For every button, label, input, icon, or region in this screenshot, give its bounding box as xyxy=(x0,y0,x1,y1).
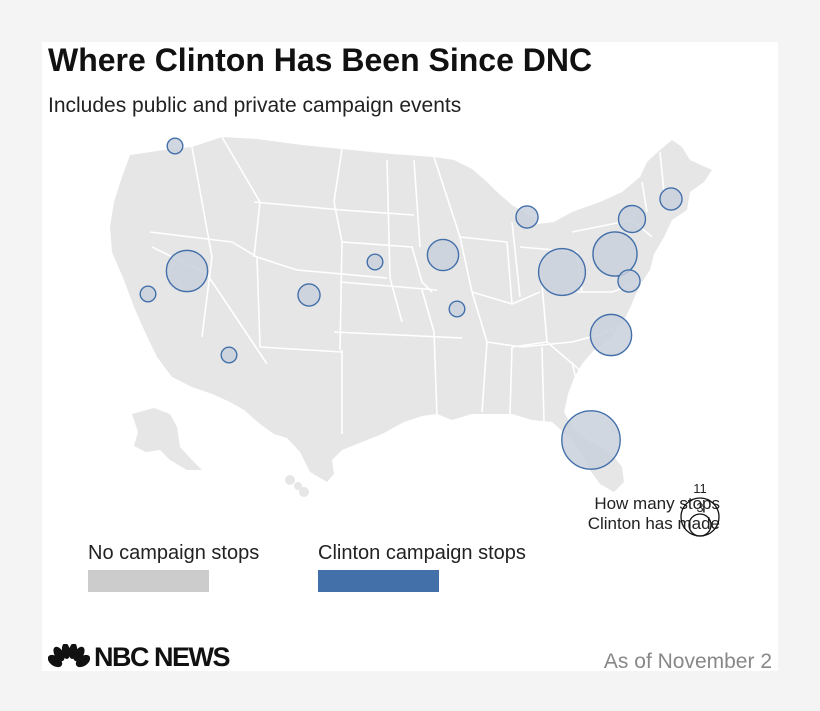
bubble-new-york xyxy=(617,204,647,234)
bubble-pennsylvania xyxy=(592,231,638,277)
peacock-icon xyxy=(48,644,90,670)
state-border-10 xyxy=(386,159,403,323)
state-border-17 xyxy=(413,159,421,248)
state-border-22 xyxy=(506,241,513,305)
state-border-6 xyxy=(253,201,343,211)
hawaii-island-2 xyxy=(299,487,309,497)
bubble-new-hampshire xyxy=(659,187,683,211)
bubble-california xyxy=(139,285,157,303)
bubble-north-carolina xyxy=(589,313,633,357)
size-legend-value-large: 11 xyxy=(693,481,707,496)
state-border-28 xyxy=(546,341,583,373)
bubble-nevada xyxy=(165,249,209,293)
bubble-florida xyxy=(561,410,621,470)
legend-stops-swatch xyxy=(318,570,439,592)
state-border-23 xyxy=(511,221,521,298)
bubble-washington xyxy=(166,137,184,155)
as-of-date: As of November 2 xyxy=(603,650,772,673)
state-border-30 xyxy=(541,346,545,423)
bubble-ohio xyxy=(537,247,587,297)
state-border-19 xyxy=(459,236,508,243)
bubble-virginia xyxy=(617,269,641,293)
bubble-missouri xyxy=(448,300,466,318)
nbc-news-logo: NBC NEWS xyxy=(48,641,231,672)
legend-stops-label: Clinton campaign stops xyxy=(318,542,526,564)
brand-name: NBC NEWS xyxy=(94,641,231,672)
legend-no-stops-swatch xyxy=(88,570,209,592)
state-border-0 xyxy=(149,231,233,243)
lower-48-shape xyxy=(110,137,712,492)
hawaii-island-1 xyxy=(294,482,302,490)
bubble-arizona xyxy=(220,346,238,364)
size-legend-value-small: 3 xyxy=(696,500,703,515)
state-border-4 xyxy=(201,256,213,338)
hawaii-island-0 xyxy=(285,475,295,485)
chart-subtitle: Includes public and private campaign eve… xyxy=(48,94,462,117)
bubble-michigan xyxy=(515,205,539,229)
chart-card: Where Clinton Has Been Since DNC Include… xyxy=(42,42,778,673)
state-border-13 xyxy=(339,281,438,291)
size-legend-circles: 11 3 xyxy=(680,481,720,537)
size-legend-line-1: How many stops xyxy=(594,494,720,513)
state-border-11 xyxy=(341,209,415,216)
bubble-iowa xyxy=(426,238,460,272)
size-legend-line-2: Clinton has made xyxy=(587,514,720,533)
state-border-8 xyxy=(256,256,343,353)
state-border-1 xyxy=(191,146,213,258)
stop-bubbles xyxy=(139,137,683,470)
us-map xyxy=(110,136,712,497)
state-border-9 xyxy=(333,148,343,351)
chart-title: Where Clinton Has Been Since DNC xyxy=(48,42,593,78)
bubble-nebraska xyxy=(366,253,384,271)
bubble-colorado xyxy=(297,283,321,307)
state-border-12 xyxy=(341,241,433,293)
size-legend-circle-small xyxy=(688,513,712,537)
state-border-29 xyxy=(509,346,513,415)
size-legend-label: How many stops Clinton has made xyxy=(588,494,720,534)
legend-no-stops-label: No campaign stops xyxy=(88,542,260,564)
state-border-16 xyxy=(421,289,438,418)
state-border-14 xyxy=(333,331,463,339)
state-border-21 xyxy=(486,333,603,348)
land-shapes xyxy=(110,137,712,497)
state-border-34 xyxy=(641,181,648,213)
state-border-35 xyxy=(659,151,665,193)
alaska-shape xyxy=(132,408,202,470)
